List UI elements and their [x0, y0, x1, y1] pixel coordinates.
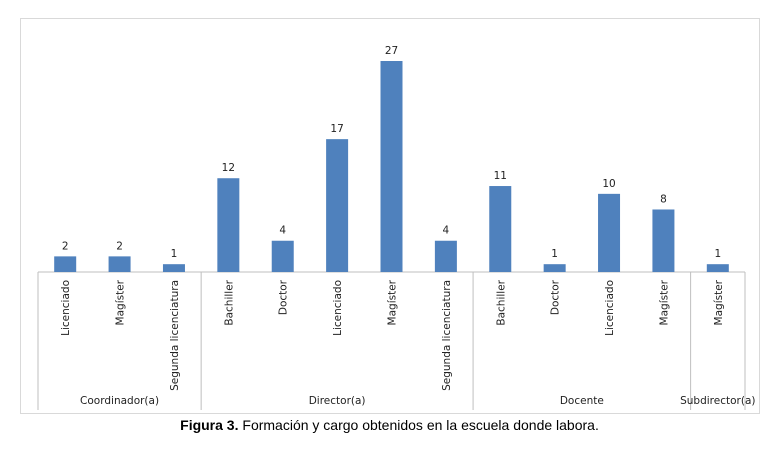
category-tick-label: Licenciado — [604, 280, 616, 336]
data-label: 1 — [171, 248, 178, 260]
group-label: Director(a) — [309, 395, 366, 407]
bar — [162, 264, 185, 272]
data-label: 4 — [279, 225, 286, 237]
bar — [706, 264, 729, 272]
data-label: 1 — [714, 248, 721, 260]
bar — [543, 264, 566, 272]
category-tick-label: Segunda licenciatura — [441, 280, 453, 391]
category-tick-label: Bachiller — [223, 279, 235, 325]
category-tick-label: Doctor — [278, 279, 290, 315]
caption-text: Formación y cargo obtenidos en la escuel… — [242, 417, 599, 433]
bar — [598, 193, 621, 272]
category-tick-label: Magíster — [387, 279, 399, 325]
category-tick-label: Magíster — [658, 279, 670, 325]
bar — [380, 61, 403, 272]
category-tick-label: Licenciado — [332, 280, 344, 336]
bar — [217, 178, 240, 272]
bar — [652, 209, 675, 272]
category-tick-label: Bachiller — [495, 279, 507, 325]
data-label: 10 — [602, 178, 615, 190]
bar — [108, 256, 131, 272]
data-label: 2 — [116, 240, 123, 252]
group-label: Subdirector(a) — [680, 395, 755, 407]
data-label: 4 — [443, 225, 450, 237]
data-label: 8 — [660, 193, 667, 205]
data-label: 27 — [385, 45, 398, 57]
caption-label: Figura 3. — [180, 417, 239, 433]
data-label: 12 — [222, 162, 235, 174]
group-label: Docente — [560, 395, 604, 407]
category-tick-label: Magíster — [115, 279, 127, 325]
figure-caption: Figura 3. Formación y cargo obtenidos en… — [0, 417, 779, 433]
category-tick-label: Magíster — [713, 279, 725, 325]
bar — [434, 240, 457, 272]
data-label: 11 — [494, 170, 507, 182]
bar — [326, 139, 349, 272]
bar — [271, 240, 294, 272]
data-label: 17 — [330, 123, 343, 135]
data-label: 2 — [62, 240, 69, 252]
bar — [54, 256, 77, 272]
group-label: Coordinador(a) — [80, 395, 159, 407]
category-tick-label: Doctor — [550, 279, 562, 315]
bar — [489, 186, 512, 272]
category-tick-label: Segunda licenciatura — [169, 280, 181, 391]
category-tick-label: Licenciado — [60, 280, 72, 336]
data-label: 1 — [551, 248, 558, 260]
